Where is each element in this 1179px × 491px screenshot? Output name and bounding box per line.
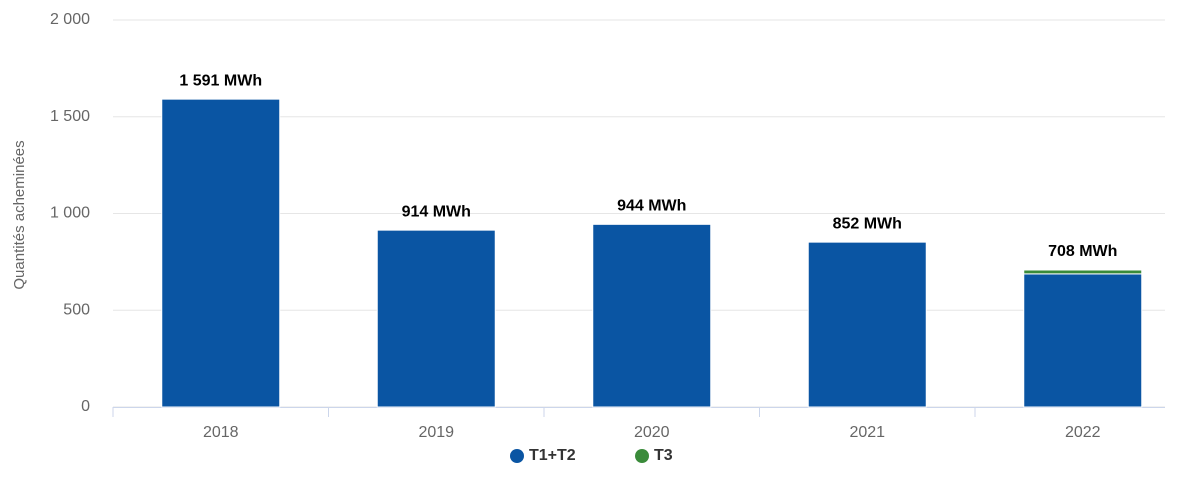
data-label: 944 MWh	[617, 198, 686, 215]
data-label: 914 MWh	[402, 203, 471, 220]
bar-segment	[1023, 269, 1143, 275]
legend-marker	[635, 449, 649, 463]
bar-segment	[592, 223, 712, 408]
bar-segment	[1023, 273, 1143, 408]
y-tick-label: 1 500	[50, 108, 90, 125]
y-tick-label: 1 000	[50, 205, 90, 222]
bar-segment	[161, 98, 281, 408]
x-tick-label: 2019	[418, 424, 454, 441]
x-tick-label: 2020	[634, 424, 670, 441]
x-tick-label: 2018	[203, 424, 239, 441]
bar-segment	[376, 229, 496, 408]
legend-label: T1+T2	[529, 447, 576, 464]
legend-marker	[510, 449, 524, 463]
y-tick-label: 500	[63, 301, 90, 318]
data-label: 852 MWh	[833, 215, 902, 232]
y-tick-label: 0	[81, 398, 90, 415]
data-label: 1 591 MWh	[179, 72, 262, 89]
x-tick-label: 2021	[849, 424, 885, 441]
bar-segment	[807, 241, 927, 408]
data-label: 708 MWh	[1048, 243, 1117, 260]
x-tick-label: 2022	[1065, 424, 1101, 441]
y-axis-title: Quantités acheminées	[11, 140, 28, 289]
legend-label: T3	[654, 447, 673, 464]
y-tick-label: 2 000	[50, 11, 90, 28]
